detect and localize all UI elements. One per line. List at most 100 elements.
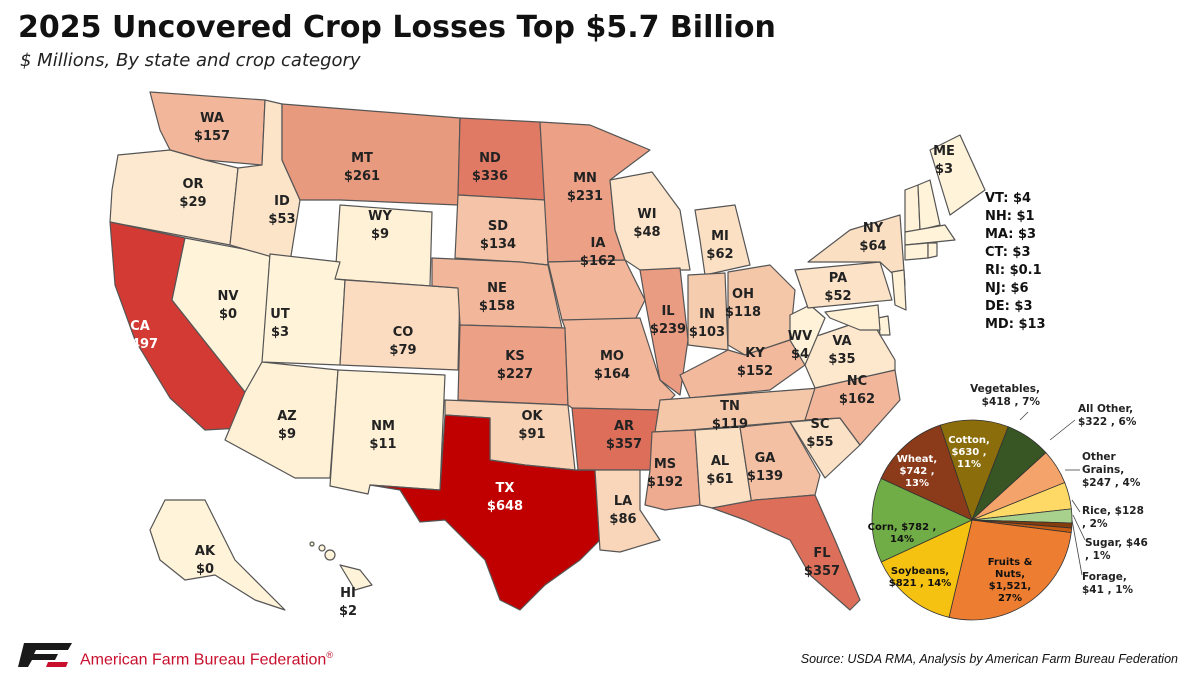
state-mi (694, 204, 751, 276)
state-label-wa: WA (200, 111, 224, 126)
pie-label-forage: $41 , 1% (1082, 584, 1134, 596)
pie-label-fruits-nuts: $1,521, (989, 581, 1031, 592)
pie-label-fruits-nuts: Fruits & (988, 557, 1033, 568)
state-value-mt: $261 (344, 169, 380, 184)
state-value-pa: $52 (824, 289, 851, 304)
state-label-ca: CA (130, 319, 150, 334)
state-value-co: $79 (389, 343, 416, 358)
state-value-al: $61 (706, 472, 733, 487)
state-pa (794, 261, 893, 309)
state-fl (711, 494, 861, 611)
ne-list-item: DE: $3 (985, 299, 1033, 314)
pie-label-cotton: $630 , (951, 447, 986, 458)
footer-source: Source: USDA RMA, Analysis by American F… (800, 652, 1178, 666)
state-label-wi: WI (637, 207, 656, 222)
state-value-hi: $2 (339, 604, 357, 619)
state-value-wv: $4 (791, 347, 809, 362)
state-ak (149, 499, 286, 611)
state-wv (789, 304, 826, 366)
state-label-ky: KY (745, 346, 765, 361)
state-label-ne: NE (487, 281, 507, 296)
state-label-fl: FL (813, 546, 830, 561)
pie-slice-wheat (880, 424, 973, 521)
state-value-id: $53 (268, 212, 295, 227)
pie-slice-cotton (939, 419, 1009, 522)
state-label-or: OR (182, 177, 203, 192)
state-ct (904, 242, 929, 261)
hawaii-island-0 (324, 549, 336, 561)
state-label-sd: SD (488, 219, 508, 234)
state-hi (339, 564, 373, 591)
state-label-wy: WY (368, 209, 392, 224)
pie-label-forage: Forage, (1082, 571, 1127, 583)
pie-label-other-grains: Grains, (1082, 464, 1124, 476)
northeast-values-list: VT: $4 NH: $1 MA: $3 CT: $3 RI: $0.1 NJ: $6 DE… (985, 191, 1046, 332)
ne-list-item: MD: $13 (985, 317, 1046, 332)
state-label-in: IN (699, 307, 715, 322)
pie-label-other-grains: Other (1082, 451, 1117, 463)
state-label-nm: NM (371, 419, 395, 434)
pie-label-all-other: $322 , 6% (1078, 416, 1137, 428)
state-me (929, 134, 986, 216)
afbf-logo-icon (18, 643, 72, 667)
state-il (639, 267, 689, 396)
state-label-tx: TX (496, 481, 515, 496)
state-label-nd: ND (479, 151, 501, 166)
pie-label-sugar: , 1% (1085, 550, 1111, 562)
ne-list-item: CT: $3 (985, 245, 1031, 260)
state-ks (457, 324, 569, 406)
state-label-wv: WV (788, 329, 812, 344)
state-label-id: ID (274, 194, 290, 209)
state-value-nm: $11 (369, 437, 396, 452)
pie-label-other-grains: $247 , 4% (1082, 477, 1141, 489)
state-md (824, 304, 881, 331)
state-nd (457, 117, 546, 201)
pie-label-all-other: All Other, (1078, 403, 1133, 415)
state-value-or: $29 (179, 195, 206, 210)
state-value-ne: $158 (479, 299, 515, 314)
state-value-ok: $91 (518, 427, 545, 442)
state-label-ok: OK (521, 409, 543, 424)
pie-slice-forage (971, 519, 1073, 533)
state-value-ia: $162 (580, 254, 616, 269)
state-value-wa: $157 (194, 129, 230, 144)
state-label-nv: NV (218, 289, 239, 304)
pie-label-cotton: 11% (957, 459, 981, 470)
pie-slice-fruits-nuts (948, 519, 1072, 621)
state-value-ms: $192 (647, 475, 683, 490)
state-tx (369, 414, 601, 611)
pie-leader-line (1019, 411, 1029, 421)
pie-label-fruits-nuts: Nuts, (995, 569, 1025, 580)
state-value-mo: $164 (594, 367, 630, 382)
state-nh (917, 179, 941, 231)
footer-organization: American Farm Bureau Federation® (80, 650, 333, 669)
state-value-me: $3 (935, 162, 953, 177)
state-label-ms: MS (654, 457, 676, 472)
state-value-wy: $9 (371, 227, 389, 242)
pie-label-rice: Rice, $128 (1082, 505, 1144, 517)
ne-list-item: NJ: $6 (985, 281, 1029, 296)
map-title: 2025 Uncovered Crop Losses Top $5.7 Bill… (18, 10, 776, 45)
state-labels: WA $157 OR $29 CA $497 NV $0 ID $53 MT $261 WY $9 UT $3… (122, 111, 955, 619)
state-label-sc: SC (811, 417, 830, 432)
ne-list-item: VT: $4 (985, 191, 1031, 206)
pie-slice-corn (871, 477, 973, 563)
state-value-oh: $118 (725, 305, 761, 320)
state-tn (654, 387, 821, 433)
pie-label-soybeans: $821 , 14% (889, 578, 952, 589)
state-label-tn: TN (720, 399, 740, 414)
state-label-az: AZ (277, 409, 297, 424)
state-label-ia: IA (591, 236, 606, 251)
state-value-sd: $134 (480, 237, 516, 252)
state-label-co: CO (393, 325, 414, 340)
state-label-me: ME (933, 144, 955, 159)
state-ri (927, 242, 938, 259)
state-value-mn: $231 (567, 189, 603, 204)
ne-list-item: MA: $3 (985, 227, 1036, 242)
pie-label-wheat: 13% (905, 478, 929, 489)
state-label-la: LA (614, 494, 632, 509)
ne-list-item: NH: $1 (985, 209, 1035, 224)
state-value-az: $9 (278, 427, 296, 442)
ne-list-item: RI: $0.1 (985, 263, 1042, 278)
